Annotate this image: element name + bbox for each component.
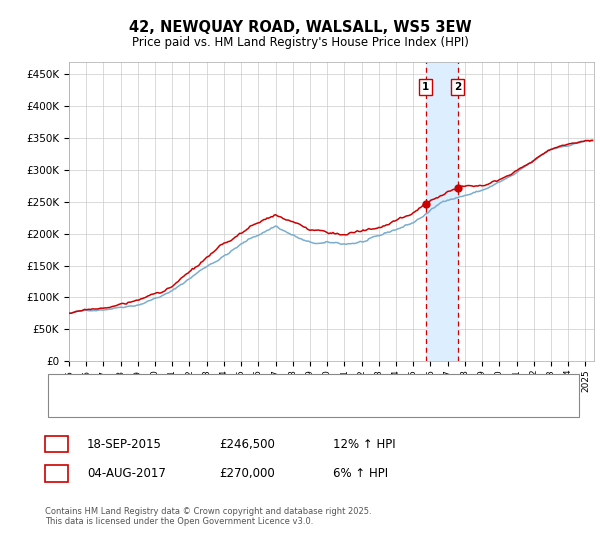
Text: 2: 2 [52, 467, 61, 480]
Text: £246,500: £246,500 [219, 437, 275, 451]
Text: £270,000: £270,000 [219, 467, 275, 480]
Text: 42, NEWQUAY ROAD, WALSALL, WS5 3EW: 42, NEWQUAY ROAD, WALSALL, WS5 3EW [128, 20, 472, 35]
Text: 6% ↑ HPI: 6% ↑ HPI [333, 467, 388, 480]
Text: 2: 2 [454, 82, 461, 92]
Text: 1: 1 [422, 82, 429, 92]
Text: 04-AUG-2017: 04-AUG-2017 [87, 467, 166, 480]
Text: 18-SEP-2015: 18-SEP-2015 [87, 437, 162, 451]
Text: 1: 1 [52, 437, 61, 451]
Text: Price paid vs. HM Land Registry's House Price Index (HPI): Price paid vs. HM Land Registry's House … [131, 36, 469, 49]
Text: 12% ↑ HPI: 12% ↑ HPI [333, 437, 395, 451]
Text: Contains HM Land Registry data © Crown copyright and database right 2025.
This d: Contains HM Land Registry data © Crown c… [45, 507, 371, 526]
Bar [425, 62, 458, 361]
Text: 42, NEWQUAY ROAD, WALSALL, WS5 3EW (detached house): 42, NEWQUAY ROAD, WALSALL, WS5 3EW (deta… [93, 381, 392, 391]
Text: HPI: Average price, detached house, Walsall: HPI: Average price, detached house, Wals… [93, 402, 313, 411]
